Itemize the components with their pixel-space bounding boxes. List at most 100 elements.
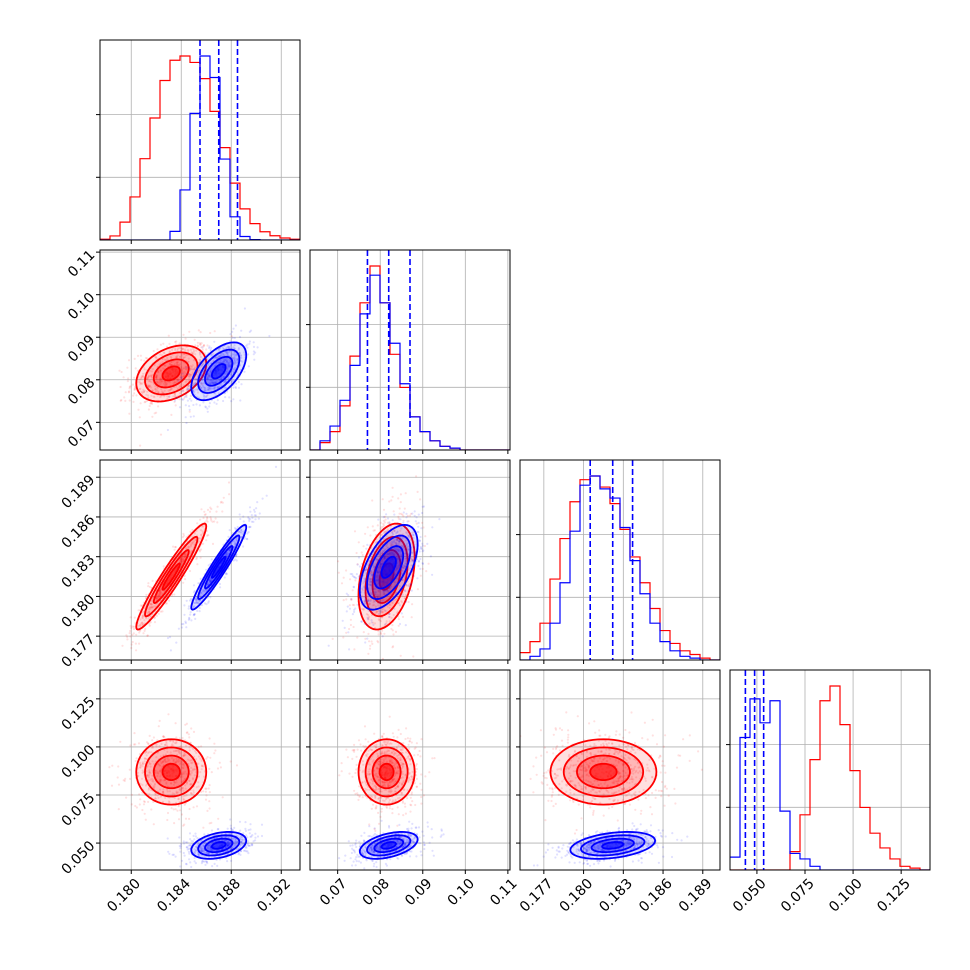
scatter-point — [210, 507, 213, 511]
scatter-point — [183, 370, 186, 373]
scatter-point — [205, 377, 208, 381]
scatter-point — [373, 591, 376, 594]
scatter-point — [216, 767, 220, 770]
scatter-point — [184, 784, 187, 787]
scatter-point — [147, 375, 150, 378]
scatter-point — [196, 344, 199, 347]
scatter-point — [188, 779, 191, 783]
scatter-point — [393, 598, 397, 601]
scatter-point — [413, 546, 416, 549]
scatter-point — [169, 751, 172, 754]
scatter-point — [229, 818, 232, 821]
scatter-point — [159, 396, 162, 399]
scatter-point — [419, 535, 422, 539]
scatter-point — [214, 381, 217, 384]
scatter-point — [381, 635, 384, 638]
scatter-point — [179, 355, 182, 358]
scatter-point — [219, 347, 222, 350]
scatter-point — [182, 353, 185, 356]
scatter-point — [197, 369, 200, 372]
scatter-point — [148, 762, 151, 766]
scatter-point — [200, 790, 203, 794]
scatter-point — [376, 578, 380, 582]
scatter-point — [130, 803, 133, 806]
scatter-point — [149, 602, 152, 606]
scatter-point — [192, 352, 195, 355]
scatter-point — [159, 610, 163, 613]
scatter-point — [131, 633, 134, 637]
scatter-point — [406, 552, 410, 556]
scatter-point — [392, 552, 395, 555]
scatter-point — [193, 532, 197, 535]
scatter-point — [228, 549, 231, 552]
scatter-point — [163, 364, 166, 367]
scatter-point — [427, 562, 430, 565]
scatter-point — [394, 592, 397, 595]
scatter-point — [204, 395, 207, 398]
scatter-point — [182, 766, 185, 770]
scatter-point — [251, 516, 254, 520]
histogram-panel-1 — [96, 39, 301, 244]
scatter-point — [396, 548, 399, 551]
scatter-panel-1-2 — [96, 249, 301, 454]
scatter-point — [185, 599, 188, 602]
scatter-point — [194, 749, 197, 753]
contour-red — [364, 535, 409, 618]
scatter-point — [391, 646, 394, 649]
scatter-point — [183, 795, 186, 798]
scatter-point — [390, 551, 393, 554]
scatter-point — [199, 849, 202, 852]
scatter-point — [240, 383, 243, 386]
scatter-point — [209, 579, 212, 582]
scatter-point — [182, 789, 185, 792]
scatter-point — [371, 573, 374, 576]
scatter-point — [155, 376, 158, 379]
scatter-point — [383, 530, 386, 533]
scatter-point — [192, 359, 195, 362]
scatter-point — [234, 360, 237, 363]
scatter-point — [194, 538, 197, 542]
scatter-point — [418, 539, 421, 542]
scatter-point — [210, 379, 213, 382]
scatter-point — [181, 555, 184, 558]
scatter-point — [400, 554, 403, 558]
scatter-point — [181, 775, 184, 778]
scatter-point — [177, 750, 180, 753]
scatter-point — [239, 836, 242, 839]
scatter-point — [203, 602, 207, 605]
scatter-point — [398, 585, 401, 588]
scatter-point — [147, 380, 150, 383]
scatter-point — [395, 597, 398, 601]
scatter-point — [171, 348, 174, 352]
scatter-point — [183, 613, 186, 616]
scatter-point — [367, 563, 370, 566]
scatter-point — [208, 784, 211, 787]
scatter-point — [227, 345, 230, 348]
scatter-point — [203, 389, 206, 392]
scatter-point — [185, 368, 188, 371]
scatter-point — [168, 363, 172, 366]
scatter-point — [180, 560, 183, 563]
scatter-point — [133, 376, 136, 379]
scatter-point — [221, 361, 224, 364]
scatter-point — [185, 782, 188, 785]
scatter-point — [200, 765, 204, 768]
scatter-point — [205, 395, 208, 398]
scatter-point — [173, 392, 176, 395]
scatter-point — [195, 786, 198, 789]
scatter-point — [168, 599, 171, 602]
scatter-point — [154, 390, 157, 393]
scatter-point — [364, 641, 367, 644]
scatter-point — [183, 555, 187, 558]
scatter-point — [183, 395, 186, 398]
scatter-point — [397, 553, 400, 556]
scatter-point — [158, 594, 161, 597]
scatter-point — [207, 855, 210, 859]
scatter-point — [201, 351, 204, 354]
scatter-point — [243, 353, 246, 356]
scatter-point — [203, 513, 206, 517]
scatter-point — [208, 580, 212, 583]
scatter-point — [228, 364, 231, 367]
scatter-point — [196, 844, 199, 847]
scatter-point — [187, 357, 190, 360]
